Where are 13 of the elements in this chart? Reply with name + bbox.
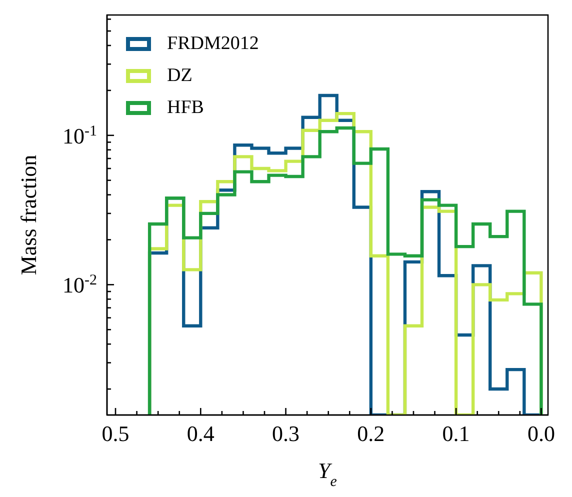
x-axis-title: Y$_{e}$ [318,458,338,490]
x-tick-label: 0.1 [442,421,470,446]
x-tick-label: 0.4 [186,421,214,446]
y-tick-label: 10$^{-1}$ [62,123,97,148]
y-tick-label: 10$^{-2}$ [62,272,97,298]
y-axis-title: Mass fraction [16,154,41,276]
legend-label: DZ [167,65,192,87]
x-tick-label: 0.0 [527,421,555,446]
legend-label: HFB [167,97,204,119]
x-tick-label: 0.2 [357,421,385,446]
legend-label: FRDM2012 [167,33,259,55]
x-tick-label: 0.3 [272,421,300,446]
x-tick-label: 0.5 [102,421,130,446]
